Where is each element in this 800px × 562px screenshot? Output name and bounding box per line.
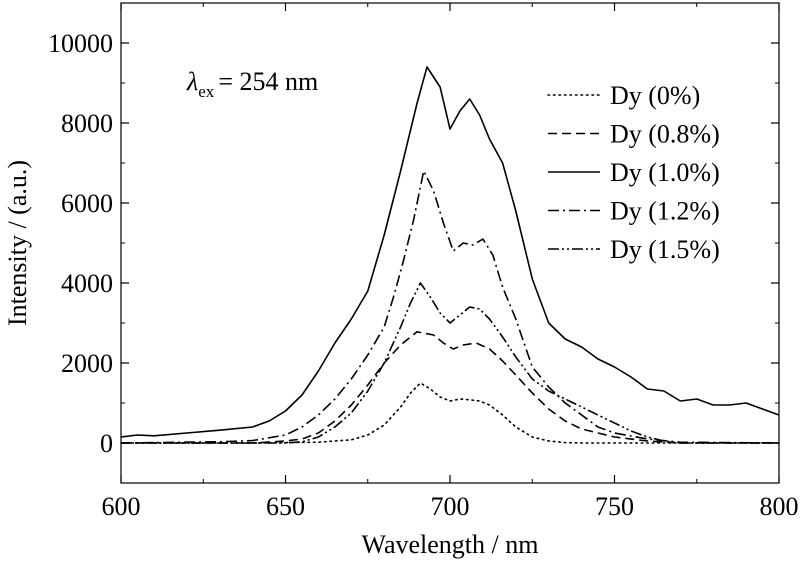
- legend-label-4: Dy (1.5%): [610, 235, 720, 264]
- excitation-annotation: λex = 254 nm: [186, 67, 318, 101]
- series-line-3: [120, 170, 780, 444]
- series-line-1: [121, 331, 779, 444]
- y-tick-label: 10000: [48, 29, 113, 58]
- legend-label-3: Dy (1.2%): [610, 197, 720, 226]
- x-tick-label: 650: [266, 492, 305, 521]
- legend-label-2: Dy (1.0%): [610, 158, 720, 187]
- plot-lines: [120, 66, 780, 444]
- y-tick-label: 2000: [61, 349, 113, 378]
- legend-label-1: Dy (0.8%): [610, 120, 720, 149]
- x-tick-label: 700: [431, 492, 470, 521]
- annotation-value: = 254 nm: [218, 67, 318, 96]
- series-line-4: [121, 282, 779, 444]
- y-tick-label: 4000: [61, 269, 113, 298]
- axis-ticks: [120, 2, 780, 484]
- legend-label-0: Dy (0%): [610, 81, 700, 110]
- x-tick-label: 600: [102, 492, 141, 521]
- lambda-subscript: ex: [198, 82, 215, 101]
- x-tick-label: 750: [595, 492, 634, 521]
- legend: Dy (0%) Dy (0.8%) Dy (1.0%) Dy (1.2%) Dy (1.…: [547, 81, 720, 264]
- series-line-0: [120, 382, 780, 444]
- x-axis-label: Wavelength / nm: [362, 530, 539, 559]
- x-tick-label: 800: [760, 492, 799, 521]
- y-tick-label: 0: [100, 429, 113, 458]
- lambda-symbol: λ: [186, 67, 198, 96]
- y-axis-label: Intensity / (a.u.): [3, 160, 32, 326]
- y-tick-label: 8000: [61, 109, 113, 138]
- y-tick-label: 6000: [61, 189, 113, 218]
- series-line-2: [120, 66, 780, 438]
